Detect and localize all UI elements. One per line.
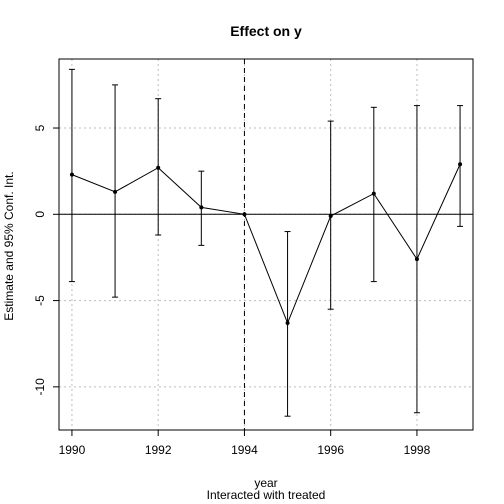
estimate-point [113,189,118,194]
estimate-point [199,205,204,210]
x-axis-label: year [254,476,277,490]
y-tick-label: 5 [33,124,47,131]
grid [59,59,473,430]
chart-title: Effect on y [230,23,302,39]
y-tick-label: 0 [33,211,47,218]
series [68,68,464,417]
x-tick-label: 1992 [145,443,172,457]
estimate-point [371,191,376,196]
estimate-line [71,164,461,325]
estimate-point [328,214,333,219]
y-tick-label: -5 [33,295,47,306]
x-axis-label-2: Interacted with treated [207,488,326,502]
x-tick-label: 1996 [317,443,344,457]
estimate-point [156,165,161,170]
reference-lines [59,59,473,430]
y-tick-label: -10 [33,378,47,396]
x-tick-label: 1990 [59,443,86,457]
y-axis-label: Estimate and 95% Conf. Int. [2,171,16,320]
estimate-point [69,172,74,177]
x-tick-label: 1994 [231,443,258,457]
axes: 1990 1992 1994 1996 1998 -10 -5 0 5 [33,58,474,457]
estimate-point [458,162,463,167]
estimate-point [242,212,247,217]
plot-frame [58,58,474,431]
x-tick-label: 1998 [404,443,431,457]
estimate-point [285,321,290,326]
estimate-point [414,257,419,262]
